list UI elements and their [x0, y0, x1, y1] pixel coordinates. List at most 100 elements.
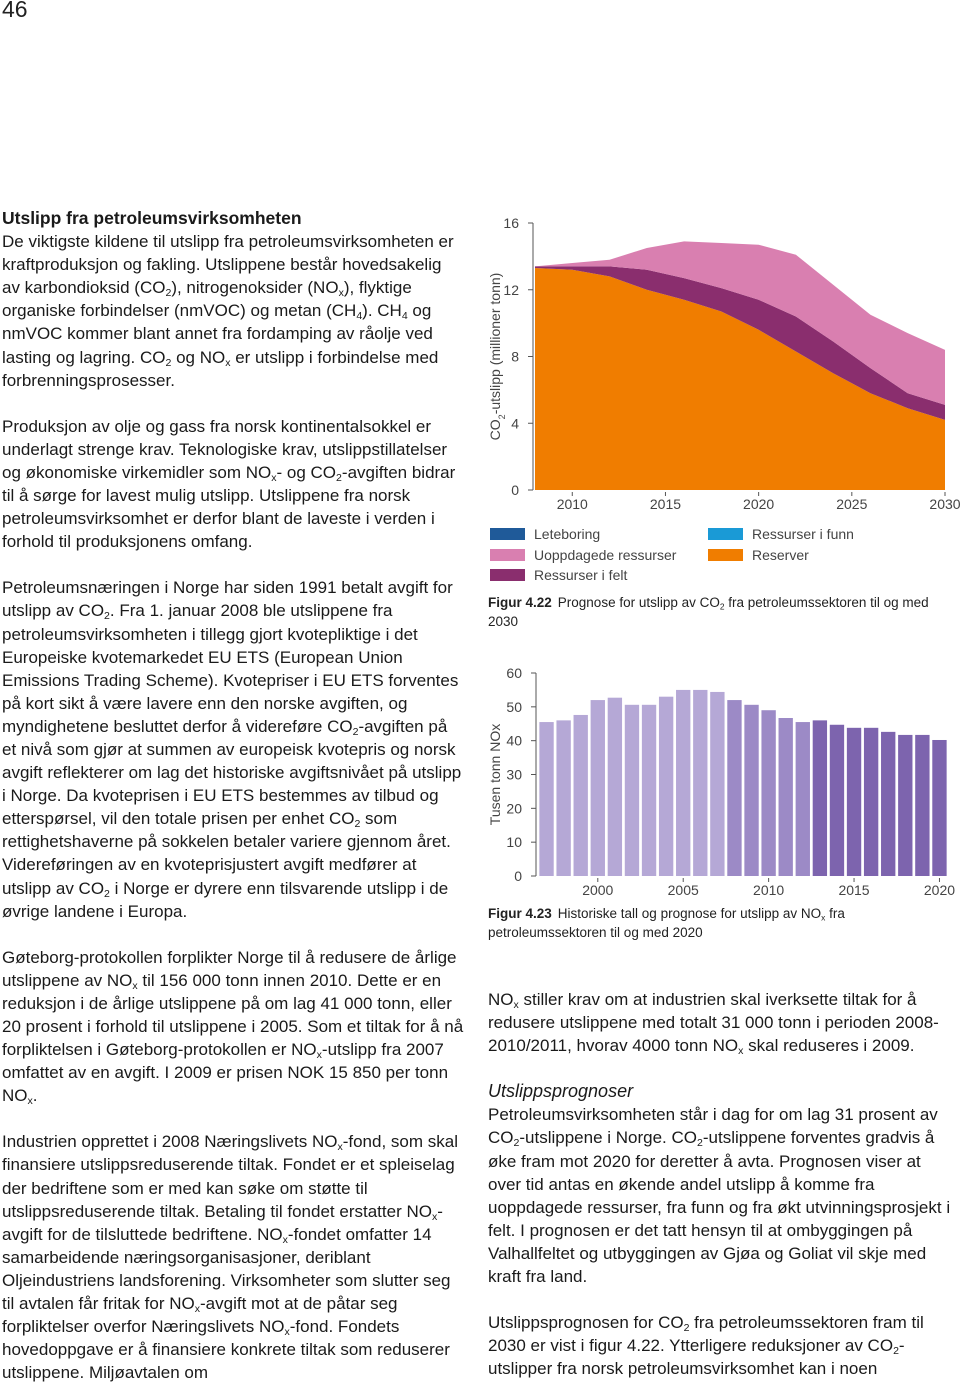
subscript: x [271, 472, 277, 485]
subscript: x [132, 979, 138, 992]
y-tick-label: 40 [506, 733, 522, 749]
x-tick-label: 2000 [582, 882, 613, 898]
text-run: -utslippene forventes gradvis å øke fram… [488, 1128, 951, 1287]
bar [863, 727, 879, 876]
text-run: til 156 000 tonn innen 2010. Dette er en… [2, 970, 464, 1060]
subscript: 2 [354, 818, 361, 831]
page-number: 46 [2, 0, 28, 22]
text-run: Prognose for utslipp av CO [557, 595, 720, 610]
text-run: -fond, som skal finansiere utslippsredus… [2, 1132, 458, 1221]
x-tick-label: 2005 [668, 882, 699, 898]
section-heading: Utslipp fra petroleumsvirksomheten [2, 208, 302, 228]
legend-label: Ressurser i funn [752, 526, 854, 542]
y-tick-label: 50 [506, 699, 522, 715]
bar [761, 710, 776, 876]
text-run: . Fra 1. januar 2008 ble utslippene fra … [2, 601, 459, 736]
subscript: 2 [104, 610, 110, 623]
paragraph: Petroleumsvirksomheten står i dag for om… [488, 1103, 954, 1288]
bar [676, 689, 691, 876]
text-run: fra petroleumssektoren fram til 2030 er … [488, 1313, 924, 1356]
legend-swatch [490, 549, 525, 561]
bar [846, 727, 862, 876]
subscript: 2 [893, 1345, 899, 1358]
legend-label: Uoppdagede ressurser [534, 547, 677, 563]
paragraph: Utslippsprognosen for CO2 fra petroleums… [488, 1311, 954, 1380]
paragraph: Industrien opprettet i 2008 Næringslivet… [2, 1130, 464, 1384]
bar [932, 739, 947, 876]
figure-caption: Figur 4.22 Prognose for utslipp av CO2 fr… [488, 593, 938, 631]
subscript: 2 [336, 472, 342, 485]
subscript: 2 [683, 1322, 690, 1335]
right-column: NO x stiller krav om at industrien skal i… [488, 988, 954, 1400]
area [535, 241, 945, 405]
text-run: NO [488, 990, 514, 1009]
legend-swatch [490, 528, 525, 540]
paragraph: Petroleumsnæringen i Norge har siden 199… [2, 576, 464, 922]
subscript: x [282, 1233, 288, 1246]
bar [641, 704, 657, 876]
text-run: De viktigste kildene til utslipp fra pet… [2, 232, 454, 298]
legend-swatch [708, 528, 743, 540]
x-tick-label: 2015 [650, 496, 681, 512]
text-run: -avgiften på et nivå som gjør at summen … [2, 716, 462, 829]
text-run: og NO [171, 347, 226, 367]
bar [573, 714, 588, 876]
subscript: x [821, 912, 826, 923]
subscript: 2 [697, 1137, 703, 1150]
text-run: -avgift for de tilsluttede bedriftene. N… [2, 1201, 443, 1244]
subscript: x [738, 1045, 744, 1058]
legend-label: Reserver [752, 547, 809, 563]
x-tick-label: 2020 [743, 496, 774, 512]
legend-swatch [708, 549, 743, 561]
text-run: Gøteborg-protokollen forplikter Norge ti… [2, 947, 457, 990]
text-run: stiller krav om at industrien skal iverk… [488, 990, 939, 1056]
text-run: fra petroleumssektoren til og med 2020 [488, 906, 845, 940]
y-axis-title: Tusen tonn NOx [487, 724, 503, 825]
y-tick-label: 4 [511, 415, 519, 431]
text-run: fra petroleumssektoren til og med 2030 [488, 595, 929, 629]
section-heading: Utslippsprognoser [488, 1081, 634, 1102]
subscript: x [194, 1303, 200, 1316]
y-tick-label: 12 [503, 282, 519, 298]
y-tick-label: 10 [506, 834, 522, 850]
figure-caption: Figur 4.23 Historiske tall og prognose fo… [488, 904, 938, 942]
subscript: x [316, 1049, 322, 1062]
x-tick-label: 2030 [929, 496, 960, 512]
subscript: x [337, 1141, 343, 1154]
bar [727, 700, 742, 876]
paragraph: Gøteborg-protokollen forplikter Norge ti… [2, 946, 464, 1108]
subscript: 4 [401, 310, 408, 323]
bar [915, 734, 930, 876]
y-tick-label: 0 [511, 482, 519, 498]
subscript: x [431, 1210, 438, 1223]
bar [556, 720, 571, 876]
text-run: ), flyktige organiske forbindelser (nmVO… [2, 278, 412, 321]
figure-label: Figur 4.22 [488, 595, 552, 610]
y-tick-label: 30 [506, 767, 522, 783]
bar [898, 734, 913, 876]
x-tick-label: 2015 [838, 882, 869, 898]
bar [778, 717, 793, 876]
bar [812, 720, 828, 876]
text-run: CO [487, 419, 503, 440]
text-run: -fond. Fondets hovedoppgave er å finansi… [2, 1317, 450, 1383]
text-run: -avgiften bidrar til å sørge for lavest … [2, 462, 456, 552]
subscript: 2 [104, 887, 110, 900]
left-column: Utslipp fra petroleumsvirksomheten De vi… [2, 207, 464, 1400]
bar [710, 691, 725, 876]
bar [607, 697, 623, 876]
subscript: 2 [352, 726, 359, 739]
bar [881, 731, 896, 876]
bar [744, 704, 759, 876]
legend-label: Ressurser i felt [534, 567, 627, 583]
text-run: - og CO [276, 462, 337, 482]
y-axis-title: CO2-utslipp (millioner tonn) [487, 273, 507, 441]
text-run: skal reduseres i 2009. [743, 1036, 915, 1056]
bar [829, 724, 845, 876]
text-run: Petroleumsnæringen i Norge har siden 199… [2, 578, 453, 621]
x-tick-label: 2025 [836, 496, 867, 512]
subscript: 2 [165, 287, 172, 300]
bar [539, 722, 554, 876]
